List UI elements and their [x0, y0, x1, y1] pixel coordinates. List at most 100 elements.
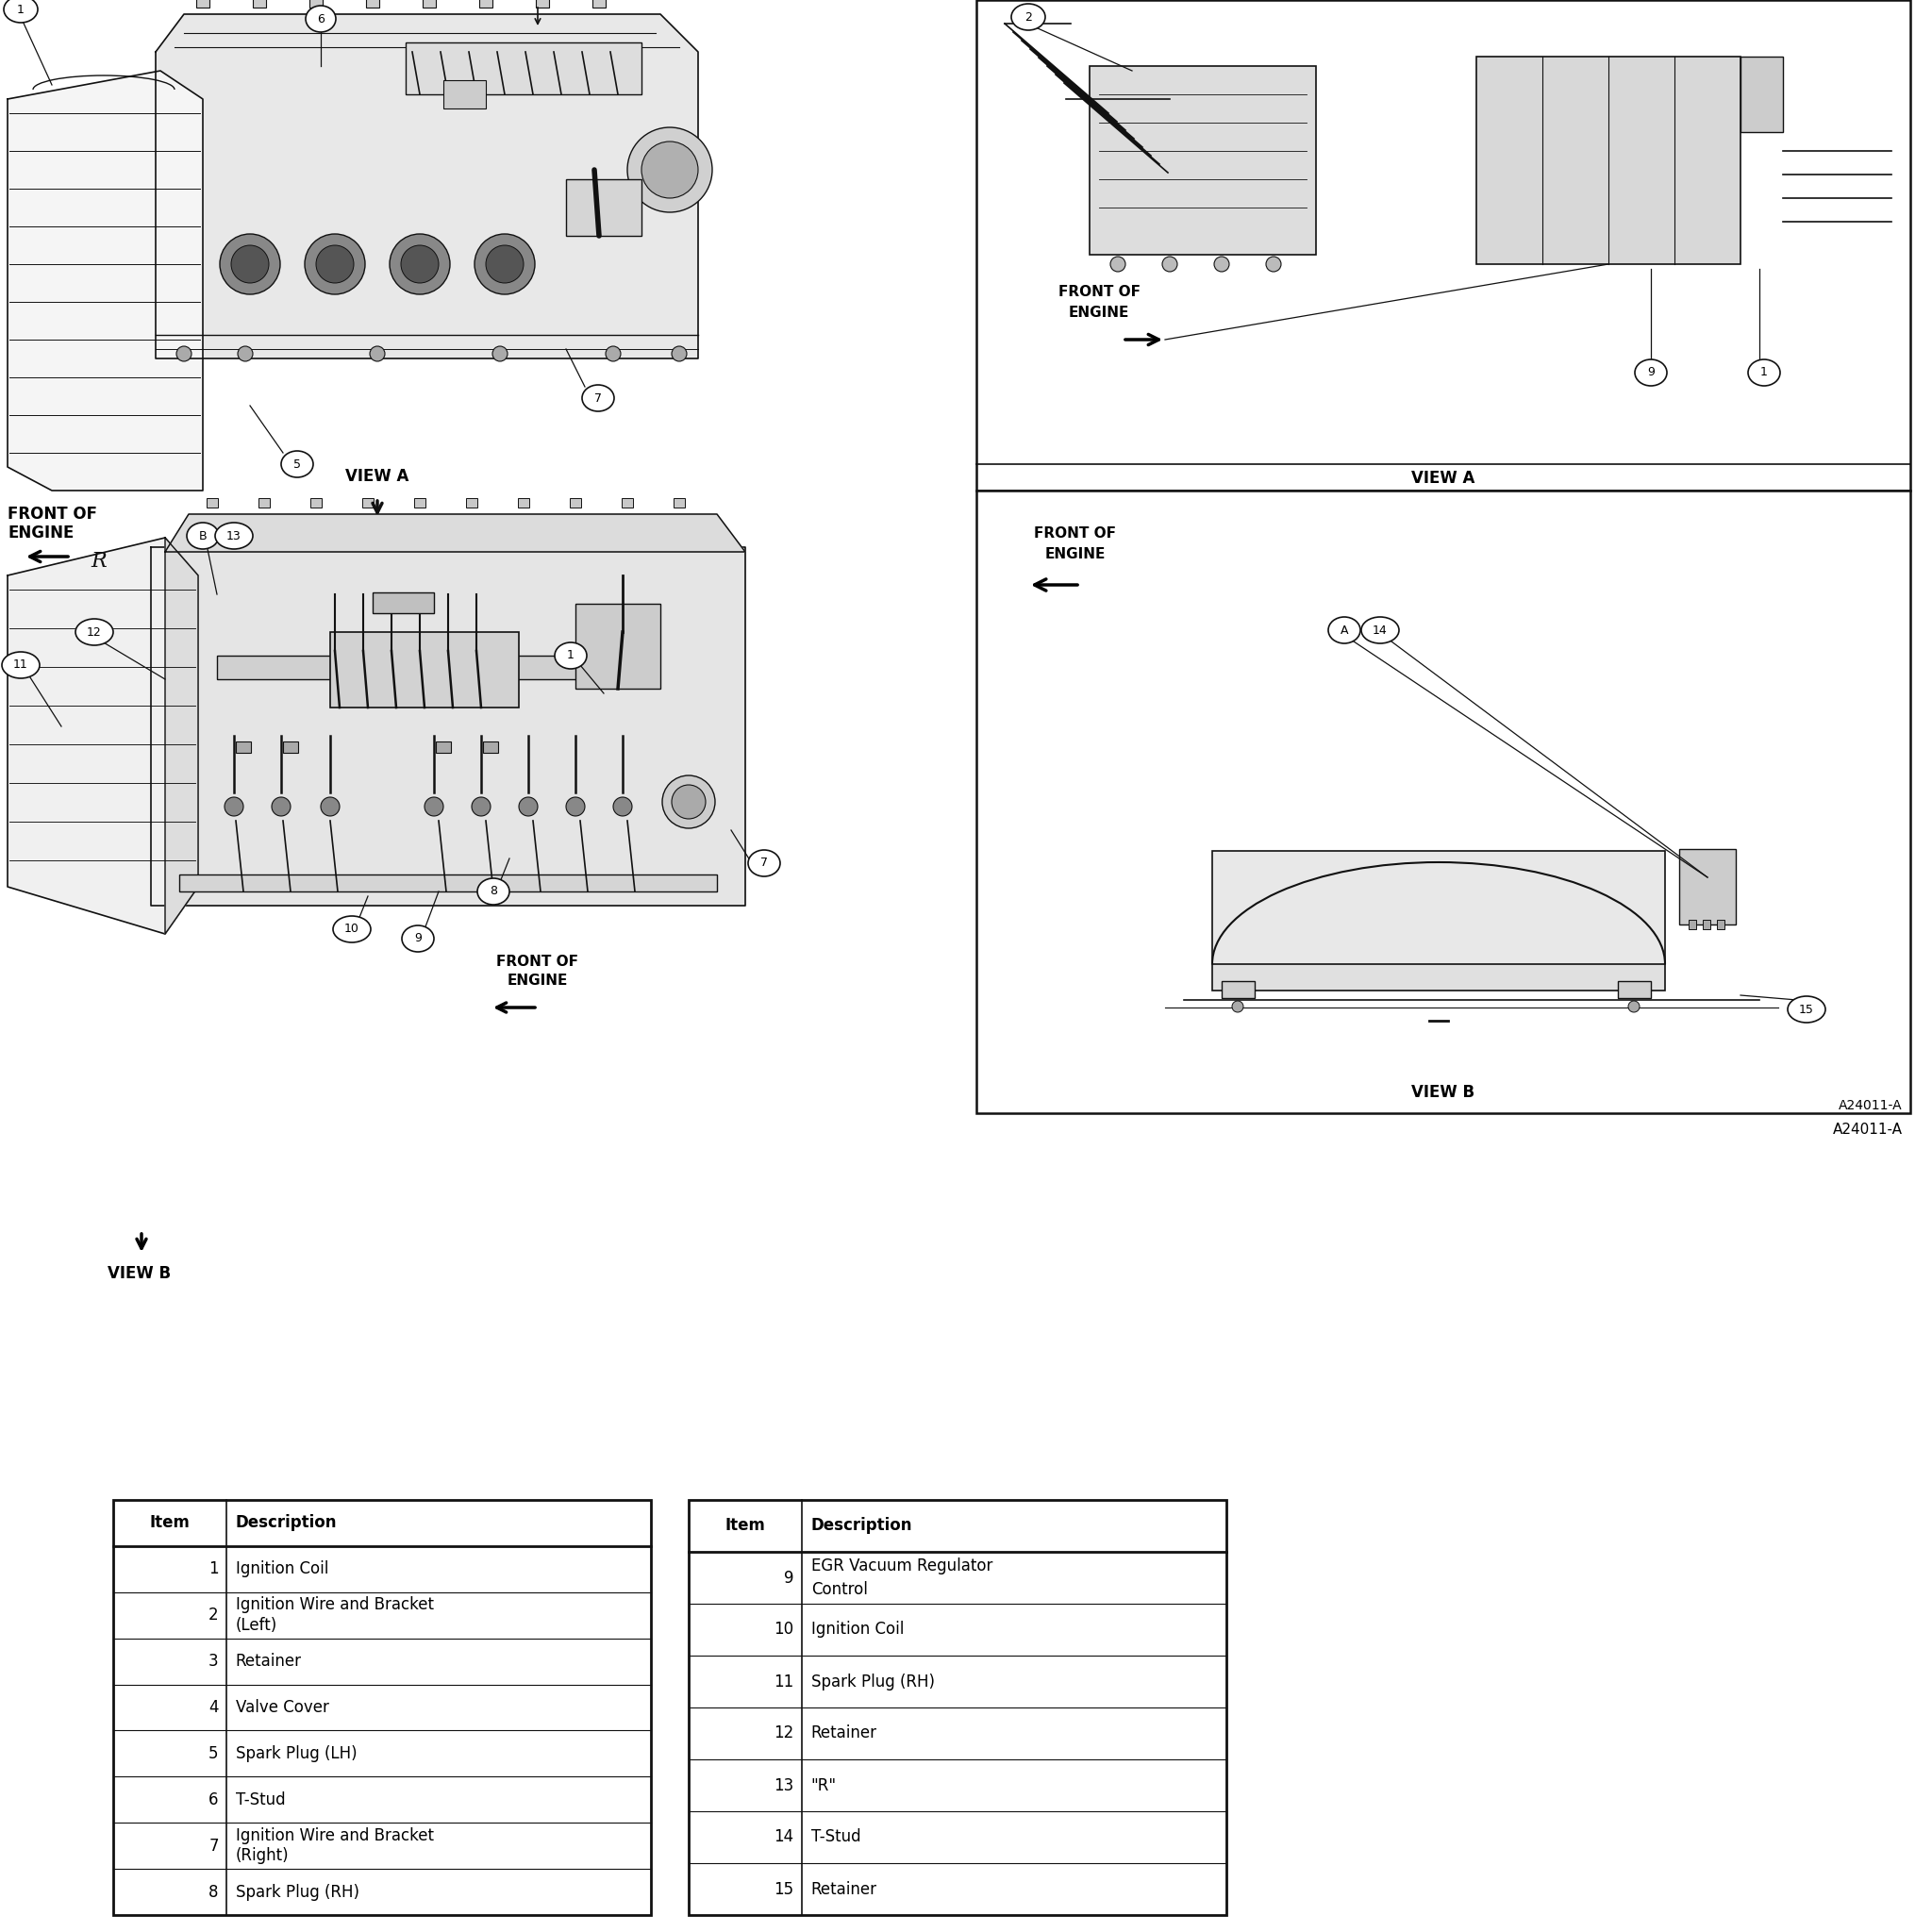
- Bar: [236, 742, 251, 753]
- Bar: [437, 742, 450, 753]
- Bar: [442, 81, 485, 108]
- Text: (Right): (Right): [236, 1847, 290, 1864]
- Bar: [1689, 920, 1696, 929]
- Circle shape: [520, 798, 537, 815]
- Bar: [1679, 848, 1735, 925]
- Text: 7: 7: [209, 1837, 218, 1855]
- Bar: [674, 498, 684, 508]
- Circle shape: [663, 775, 715, 829]
- Bar: [593, 0, 605, 8]
- Text: Ignition Coil: Ignition Coil: [236, 1561, 328, 1578]
- Circle shape: [1213, 257, 1229, 272]
- Circle shape: [672, 346, 686, 361]
- Text: Spark Plug (RH): Spark Plug (RH): [811, 1673, 935, 1690]
- Circle shape: [1265, 257, 1281, 272]
- Text: Retainer: Retainer: [811, 1880, 877, 1897]
- Circle shape: [369, 346, 384, 361]
- Text: EGR Vacuum Regulator: EGR Vacuum Regulator: [811, 1557, 993, 1575]
- Bar: [1617, 981, 1650, 999]
- Circle shape: [272, 798, 290, 815]
- Circle shape: [1163, 257, 1177, 272]
- Text: 1: 1: [209, 1561, 218, 1578]
- Text: 13: 13: [226, 529, 242, 543]
- Text: FRONT OF: FRONT OF: [497, 954, 580, 970]
- Text: ENGINE: ENGINE: [1045, 547, 1105, 560]
- Text: ENGINE: ENGINE: [8, 524, 73, 541]
- Circle shape: [493, 346, 508, 361]
- Text: 2: 2: [1024, 12, 1032, 23]
- Text: 11: 11: [775, 1673, 794, 1690]
- Text: Description: Description: [236, 1515, 336, 1532]
- Bar: [1741, 56, 1783, 131]
- Circle shape: [390, 234, 450, 294]
- Circle shape: [1629, 1001, 1640, 1012]
- Circle shape: [238, 346, 253, 361]
- Circle shape: [1111, 257, 1126, 272]
- Polygon shape: [164, 514, 746, 553]
- Text: Ignition Coil: Ignition Coil: [811, 1621, 904, 1638]
- Circle shape: [317, 245, 354, 282]
- Text: 12: 12: [775, 1725, 794, 1743]
- Circle shape: [641, 141, 697, 199]
- Ellipse shape: [282, 450, 313, 477]
- Bar: [114, 1499, 651, 1915]
- Text: 14: 14: [1374, 624, 1387, 636]
- Text: Retainer: Retainer: [811, 1725, 877, 1743]
- Text: Ignition Wire and Bracket: Ignition Wire and Bracket: [236, 1596, 433, 1613]
- Bar: [976, 0, 1911, 491]
- Text: T-Stud: T-Stud: [811, 1830, 860, 1845]
- Text: A: A: [1341, 624, 1349, 636]
- Ellipse shape: [1748, 359, 1779, 386]
- Bar: [466, 498, 477, 508]
- Polygon shape: [156, 14, 697, 359]
- Ellipse shape: [582, 384, 614, 412]
- Text: 1: 1: [17, 4, 25, 15]
- Circle shape: [176, 346, 191, 361]
- Text: 8: 8: [209, 1884, 218, 1901]
- Ellipse shape: [4, 0, 39, 23]
- Bar: [363, 498, 373, 508]
- Text: Item: Item: [724, 1517, 765, 1534]
- Text: VIEW A: VIEW A: [1412, 469, 1476, 487]
- Ellipse shape: [187, 524, 218, 549]
- Circle shape: [425, 798, 442, 815]
- Bar: [1718, 920, 1725, 929]
- Bar: [216, 655, 622, 680]
- Text: Spark Plug (RH): Spark Plug (RH): [236, 1884, 359, 1901]
- Polygon shape: [151, 547, 746, 906]
- Bar: [311, 498, 323, 508]
- Polygon shape: [164, 537, 199, 933]
- Ellipse shape: [332, 916, 371, 943]
- Text: 15: 15: [1799, 1003, 1814, 1016]
- Text: 9: 9: [413, 933, 421, 945]
- Ellipse shape: [1787, 997, 1826, 1022]
- Text: 10: 10: [775, 1621, 794, 1638]
- Ellipse shape: [214, 524, 253, 549]
- Text: 6: 6: [317, 14, 325, 25]
- Text: 9: 9: [784, 1569, 794, 1586]
- Ellipse shape: [1010, 4, 1045, 31]
- Text: Valve Cover: Valve Cover: [236, 1698, 328, 1716]
- Ellipse shape: [305, 6, 336, 33]
- Text: VIEW B: VIEW B: [108, 1265, 172, 1283]
- Bar: [976, 491, 1911, 1113]
- Text: FRONT OF: FRONT OF: [8, 506, 97, 524]
- Circle shape: [402, 245, 439, 282]
- Polygon shape: [8, 71, 203, 491]
- Bar: [207, 498, 218, 508]
- Ellipse shape: [1362, 616, 1399, 643]
- Circle shape: [471, 798, 491, 815]
- Text: ENGINE: ENGINE: [1068, 305, 1130, 321]
- Bar: [535, 0, 549, 8]
- Text: 7: 7: [761, 858, 767, 869]
- Text: VIEW A: VIEW A: [346, 468, 410, 485]
- Bar: [1221, 981, 1254, 999]
- Circle shape: [628, 128, 713, 213]
- Bar: [566, 180, 641, 236]
- Circle shape: [305, 234, 365, 294]
- Bar: [253, 0, 267, 8]
- Ellipse shape: [1634, 359, 1667, 386]
- Bar: [479, 0, 493, 8]
- Circle shape: [475, 234, 535, 294]
- Bar: [1211, 850, 1665, 964]
